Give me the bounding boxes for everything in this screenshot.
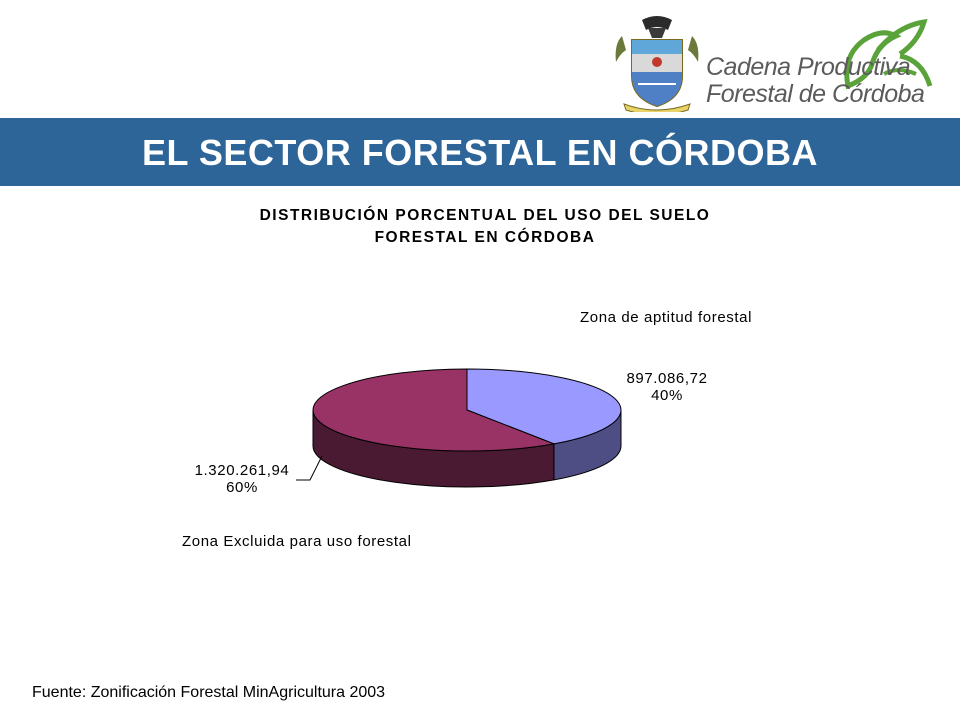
pie-slice-0 — [466, 368, 622, 445]
slice-value-aptitud: 897.086,72 40% — [612, 370, 722, 404]
slice-value-excluida: 1.320.261,94 60% — [178, 462, 306, 496]
slice-value-label-excluida: 1.320.261,94 — [194, 462, 290, 479]
chart-title-line-1: DISTRIBUCIÓN PORCENTUAL DEL USO DEL SUEL… — [259, 207, 711, 224]
source-note: Fuente: Zonificación Forestal MinAgricul… — [32, 684, 386, 701]
brand-line-1: Cadena Productiva — [706, 53, 911, 81]
brand-line-2: Forestal de Córdoba — [706, 80, 925, 108]
forest-leaf-logo-icon — [844, 18, 933, 90]
colombia-coat-of-arms-icon — [615, 16, 699, 112]
header-logos: Cadena Productiva Forestal de Córdoba — [606, 14, 936, 114]
title-bar — [0, 118, 960, 186]
brand-name: Cadena Productiva Forestal de Córdoba — [706, 54, 936, 108]
page-title: EL SECTOR FORESTAL EN CÓRDOBA — [142, 132, 818, 173]
slice-value-label-aptitud: 897.086,72 — [626, 370, 708, 387]
pie-slice-1 — [312, 368, 556, 452]
pie-leader-line — [296, 455, 323, 481]
slice-percent-label-aptitud: 40% — [651, 387, 683, 404]
slice-name-aptitud: Zona de aptitud forestal — [580, 309, 753, 326]
slice-percent-label-excluida: 60% — [226, 479, 258, 496]
chart-title-line-2: FORESTAL EN CÓRDOBA — [374, 229, 596, 246]
slice-name-excluida: Zona Excluida para uso forestal — [182, 533, 412, 550]
chart-title: DISTRIBUCIÓN PORCENTUAL DEL USO DEL SUEL… — [200, 205, 770, 249]
